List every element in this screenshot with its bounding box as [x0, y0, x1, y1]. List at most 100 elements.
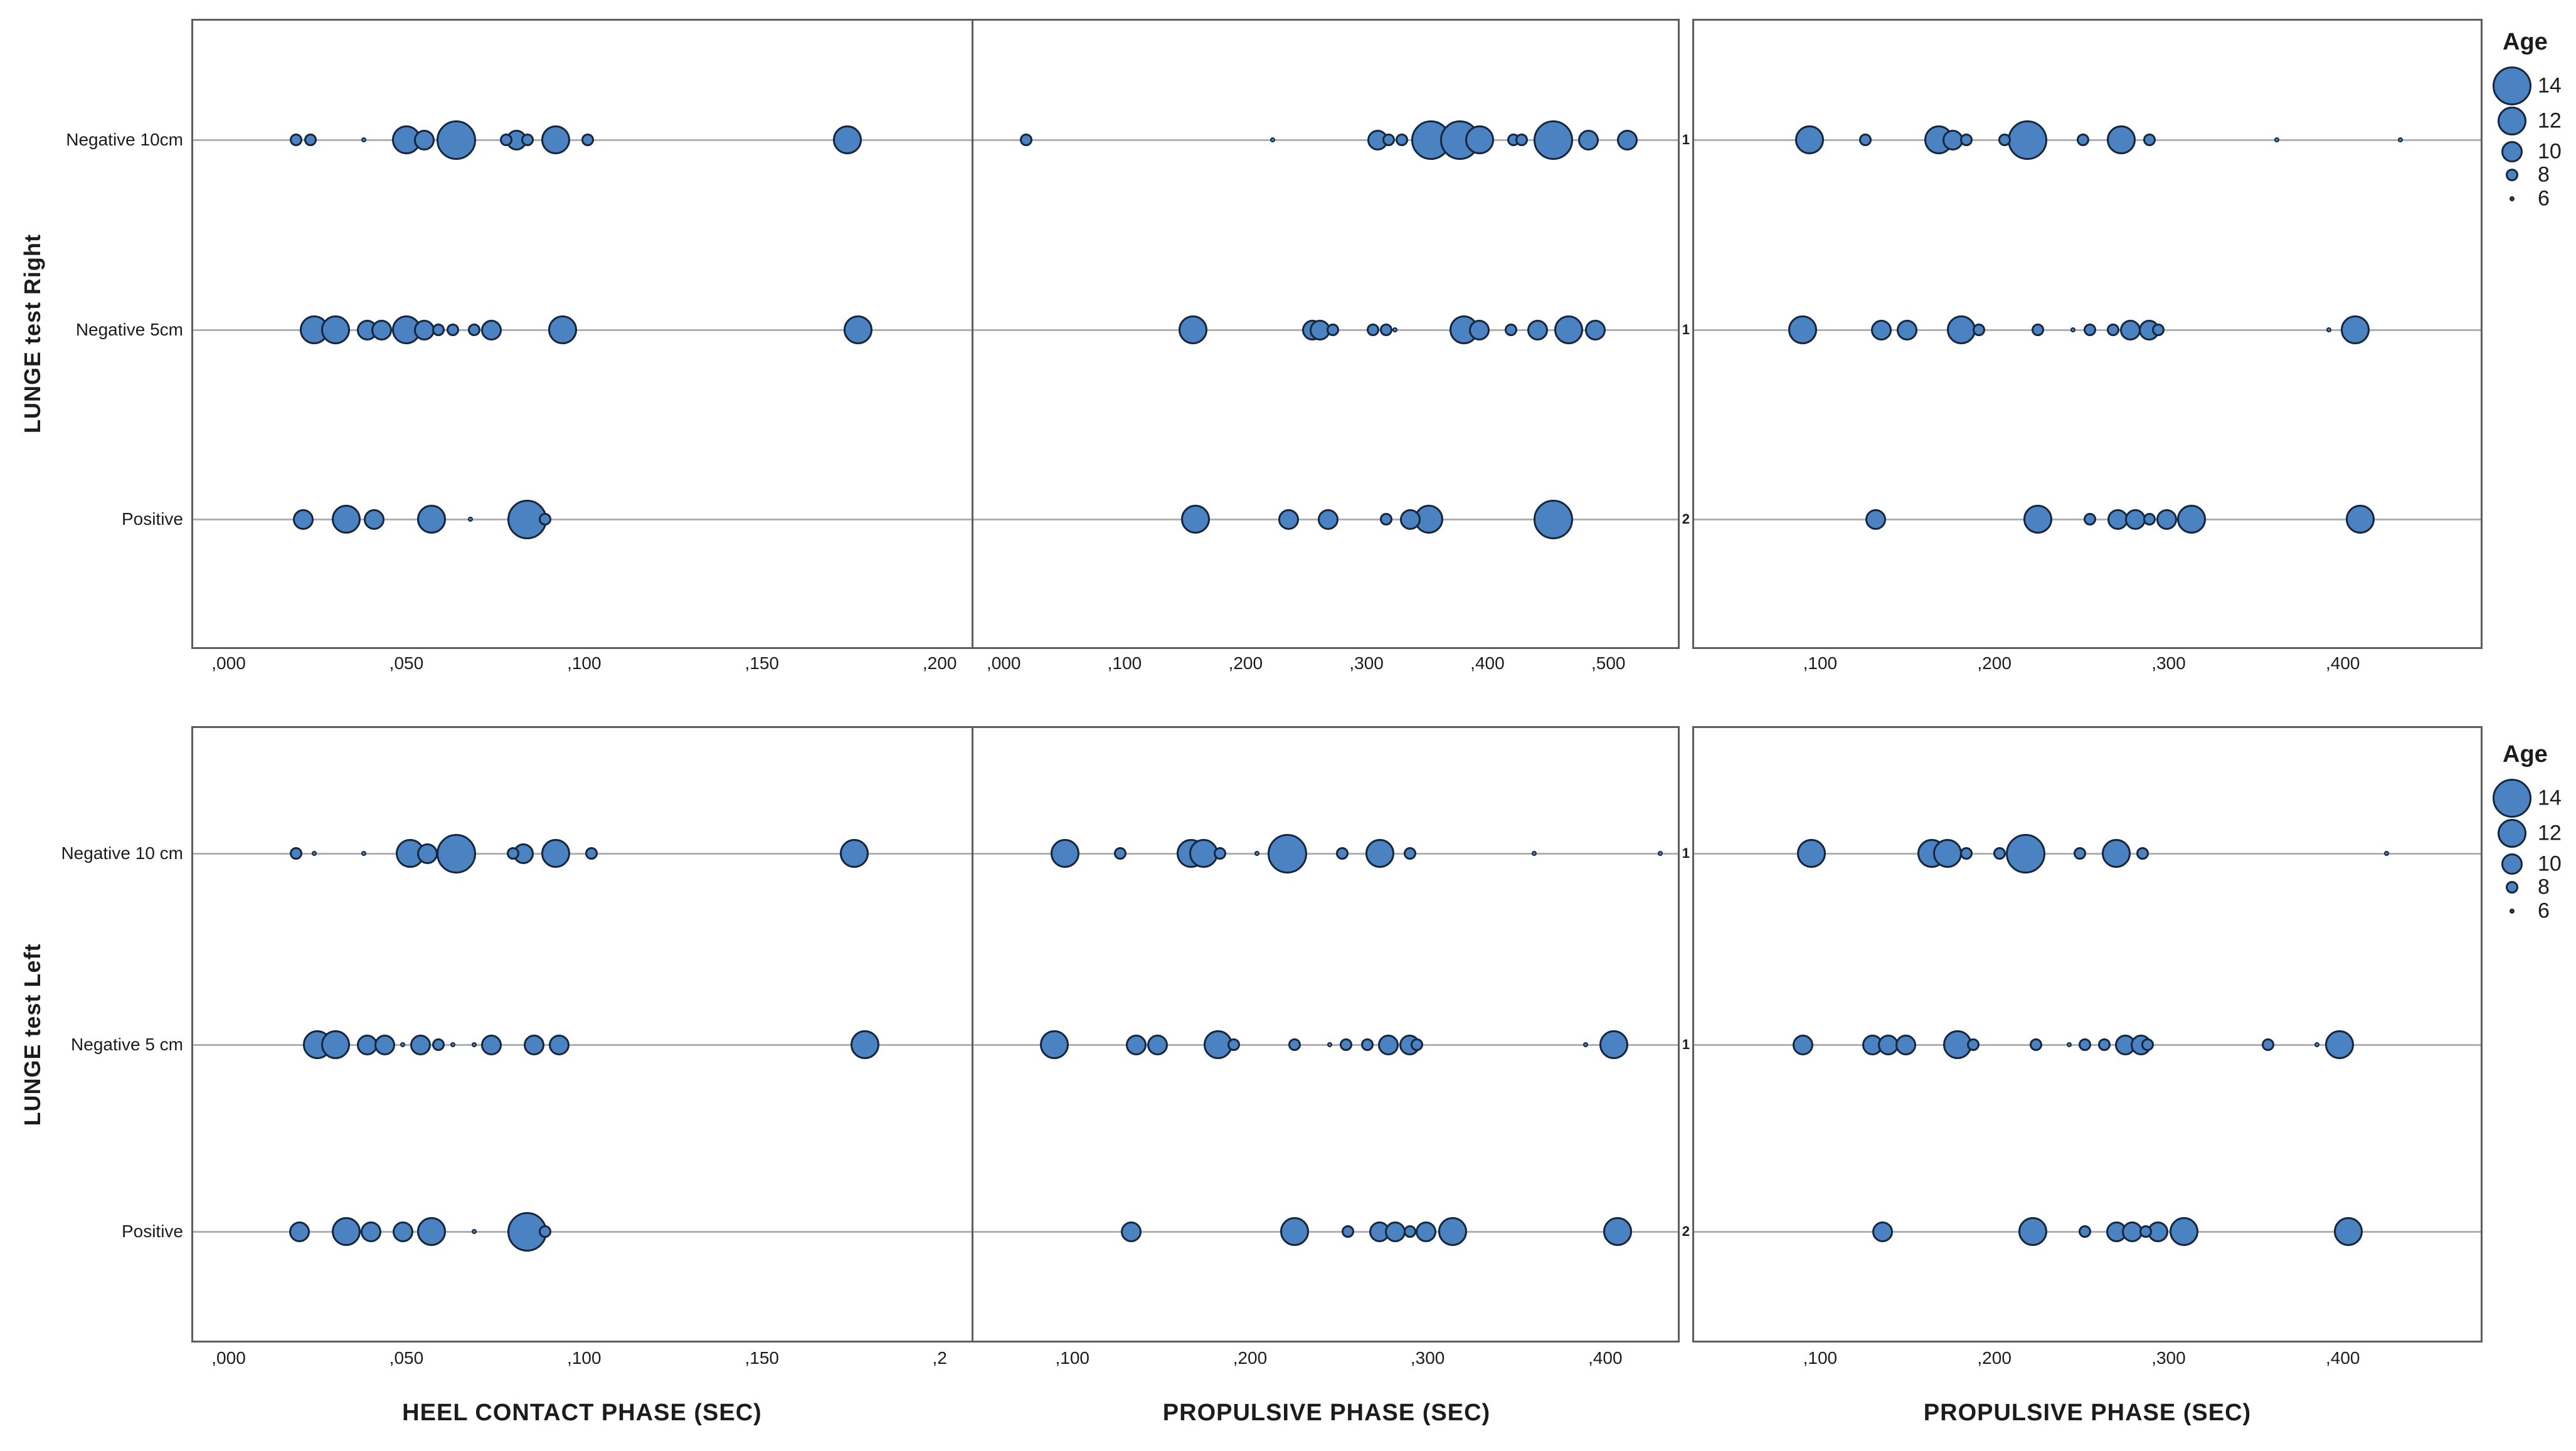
bubble [2324, 1030, 2354, 1059]
legend-size-label: 8 [2538, 875, 2550, 899]
bubble [1533, 499, 1573, 539]
legend-bubble [2501, 141, 2523, 162]
x-tick-label: ,050 [389, 653, 424, 673]
bubble [1585, 319, 1606, 340]
bubble [371, 319, 392, 340]
bubble [1577, 129, 1599, 150]
category-label: Negative 10cm [66, 130, 183, 149]
bubble [2018, 1217, 2047, 1246]
bubble [436, 833, 476, 873]
bubble [2148, 1221, 2169, 1242]
bubble [1438, 1217, 1467, 1246]
bubble [1403, 847, 1416, 860]
bubble [416, 1217, 446, 1246]
panel-row0-col1 [973, 19, 1680, 649]
bubble [321, 1030, 350, 1059]
bubble [1859, 134, 1872, 146]
bubble [471, 1229, 477, 1234]
bubble [1400, 509, 1421, 530]
bubble [1469, 319, 1490, 340]
bubble [840, 839, 869, 868]
bubble [1895, 1034, 1916, 1055]
category-label: Positive [121, 509, 183, 529]
bubble [1365, 839, 1394, 868]
x-axis-title-heel-contact: HEEL CONTACT PHASE (SEC) [402, 1400, 762, 1426]
bubble [2070, 327, 2075, 332]
bubble [1336, 847, 1349, 860]
bubble [1870, 319, 1892, 340]
bubble [585, 847, 598, 860]
bubble [1180, 505, 1210, 534]
bubble [1788, 315, 1818, 344]
bubble [293, 509, 314, 530]
bubble [2023, 505, 2053, 534]
bubble [1998, 134, 2012, 146]
panel-row0-col2 [1692, 19, 2483, 649]
legend-bubble [2498, 819, 2526, 848]
x-tick-label: ,400 [1470, 653, 1505, 673]
bubble [1399, 1034, 1421, 1055]
legend-bubble [2493, 66, 2531, 105]
bubble [2030, 1038, 2043, 1051]
bubble [1378, 1034, 1399, 1055]
bubble [832, 125, 862, 154]
category-label: Negative 5 cm [71, 1035, 183, 1054]
bubble [2151, 324, 2165, 336]
bubble [2170, 1217, 2199, 1246]
bubble [1792, 1034, 1813, 1055]
bubble [1178, 315, 1207, 344]
category-line [973, 1231, 1678, 1233]
bubble [1385, 1221, 1406, 1242]
bubble [2326, 327, 2331, 332]
bubble [290, 847, 303, 860]
category-line [973, 853, 1678, 855]
bubble [2107, 125, 2136, 154]
bubble [2067, 1042, 2072, 1047]
bubble [1051, 839, 1080, 868]
bubble [2121, 1221, 2143, 1242]
bubble [416, 505, 446, 534]
bubble [1267, 833, 1307, 873]
x-tick-label: ,400 [1588, 1348, 1623, 1368]
bubble [843, 315, 872, 344]
x-tick-label: ,100 [1803, 1348, 1838, 1368]
bubble [2340, 315, 2370, 344]
bubble [1040, 1030, 1069, 1059]
bubble [436, 120, 476, 160]
bubble [1341, 1225, 1354, 1238]
bubble [2084, 324, 2097, 336]
bubble [2274, 137, 2279, 142]
bubble [1114, 847, 1127, 860]
x-tick-label: ,000 [986, 653, 1021, 673]
bubble [290, 134, 303, 146]
category-label: Positive [121, 1221, 183, 1241]
x-tick-label: ,100 [1055, 1348, 1089, 1368]
x-tick-label: ,300 [1410, 1348, 1445, 1368]
bubble [1932, 839, 1962, 868]
bubble [499, 134, 512, 146]
bubble [2106, 324, 2119, 336]
x-tick-label: ,100 [1107, 653, 1142, 673]
bubble [361, 851, 366, 856]
bubble [2077, 134, 2090, 146]
bubble [548, 315, 578, 344]
legend-size-label: 12 [2538, 821, 2562, 845]
x-tick-label: ,000 [211, 1348, 246, 1368]
bubble [446, 324, 459, 336]
bubble [1515, 134, 1529, 146]
bubble [1396, 134, 1409, 146]
bubble [1227, 1038, 1241, 1051]
x-tick-label: ,100 [567, 653, 602, 673]
bubble [1278, 509, 1299, 530]
panel-row1-col1 [973, 726, 1680, 1343]
bubble [1554, 315, 1584, 344]
bubble [361, 137, 366, 142]
bubble [1960, 847, 1973, 860]
bubble [410, 1034, 432, 1055]
bubble [2079, 1225, 2092, 1238]
bubble [467, 324, 480, 336]
bubble [2073, 847, 2086, 860]
clipped-label-fragment: 2 [1682, 1223, 1690, 1239]
legend-size-label: 14 [2538, 73, 2562, 98]
